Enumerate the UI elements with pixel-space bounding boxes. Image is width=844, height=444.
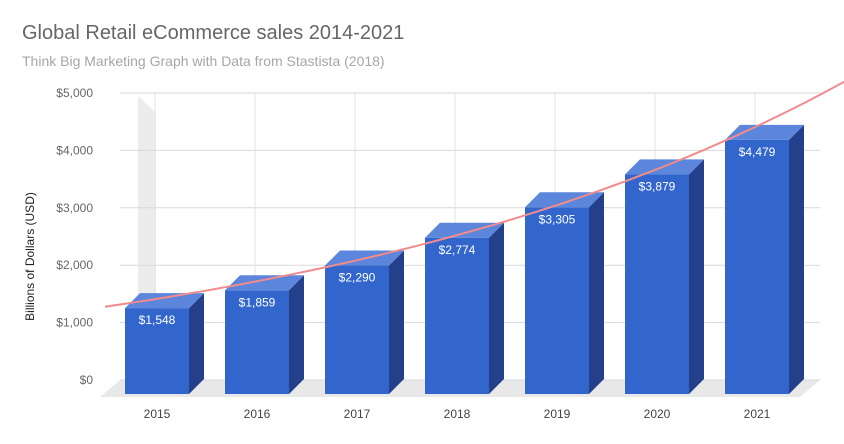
bar — [525, 207, 589, 394]
chart-title: Global Retail eCommerce sales 2014-2021 — [22, 22, 405, 44]
bar-top — [225, 275, 304, 291]
bar-side — [689, 159, 704, 394]
x-tick-label: 2015 — [144, 407, 171, 421]
x-tick-label: 2017 — [344, 407, 371, 421]
bar-top — [725, 124, 804, 140]
bar-data-label: $2,290 — [339, 271, 376, 285]
bar-side — [189, 293, 204, 394]
bar-side — [389, 250, 404, 394]
y-axis-label: Billions of Dollars (USD) — [23, 192, 37, 321]
bar — [225, 290, 289, 394]
chart-subtitle: Think Big Marketing Graph with Data from… — [22, 53, 385, 69]
bar-side — [789, 124, 804, 395]
y-tick-label: $3,000 — [56, 201, 93, 215]
y-tick-label: $0 — [80, 373, 94, 387]
y-tick-label: $4,000 — [56, 143, 93, 157]
x-tick-label: 2021 — [744, 407, 771, 421]
bar-data-label: $3,879 — [639, 179, 676, 193]
bar — [725, 139, 789, 394]
bar — [425, 237, 489, 394]
y-tick-label: $5,000 — [56, 86, 93, 100]
x-tick-label: 2016 — [244, 407, 271, 421]
trendline — [104, 80, 844, 308]
bar — [325, 265, 389, 394]
bar — [625, 174, 689, 394]
bar-side — [589, 192, 604, 394]
x-tick-label: 2018 — [444, 407, 471, 421]
y-tick-label: $1,000 — [56, 316, 93, 330]
bar-top — [125, 293, 204, 309]
bar-data-label: $1,548 — [139, 313, 176, 327]
bar-side — [289, 275, 304, 394]
y-tick-label: $2,000 — [56, 258, 93, 272]
x-tick-label: 2020 — [644, 407, 671, 421]
bar — [125, 308, 189, 394]
bar-data-label: $2,774 — [439, 243, 476, 257]
bar-data-label: $3,305 — [539, 212, 576, 226]
bar-data-label: $1,859 — [239, 295, 276, 309]
x-tick-label: 2019 — [544, 407, 571, 421]
bar-side — [489, 222, 504, 394]
bar-data-label: $4,479 — [739, 145, 776, 159]
